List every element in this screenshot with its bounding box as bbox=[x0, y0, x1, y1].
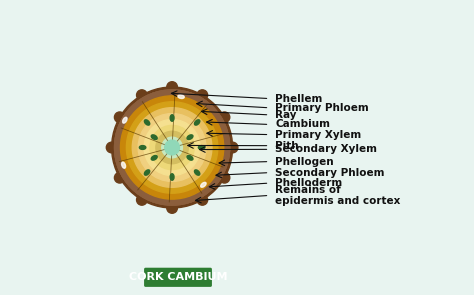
Text: Ray: Ray bbox=[275, 110, 297, 120]
Ellipse shape bbox=[145, 120, 150, 125]
Text: Phelloderm: Phelloderm bbox=[275, 178, 343, 188]
Circle shape bbox=[144, 119, 200, 176]
Circle shape bbox=[127, 102, 218, 193]
Ellipse shape bbox=[122, 162, 126, 168]
Circle shape bbox=[219, 112, 230, 123]
Circle shape bbox=[150, 125, 194, 170]
Ellipse shape bbox=[151, 155, 157, 160]
Ellipse shape bbox=[151, 135, 157, 140]
Circle shape bbox=[120, 96, 224, 199]
Circle shape bbox=[197, 90, 208, 100]
Text: Secondary Phloem: Secondary Phloem bbox=[275, 168, 385, 178]
Text: Cambium: Cambium bbox=[275, 119, 330, 130]
Ellipse shape bbox=[187, 155, 193, 160]
Circle shape bbox=[132, 108, 212, 187]
Circle shape bbox=[167, 142, 177, 153]
Circle shape bbox=[115, 90, 229, 205]
Text: Remains of
epidermis and cortex: Remains of epidermis and cortex bbox=[275, 185, 401, 206]
Ellipse shape bbox=[170, 115, 174, 121]
Ellipse shape bbox=[145, 170, 150, 175]
Circle shape bbox=[227, 142, 238, 153]
Text: CORK CAMBIUM: CORK CAMBIUM bbox=[129, 272, 227, 282]
Circle shape bbox=[219, 172, 230, 183]
Circle shape bbox=[138, 114, 206, 181]
Ellipse shape bbox=[194, 170, 200, 175]
Circle shape bbox=[127, 102, 218, 193]
Circle shape bbox=[114, 112, 125, 123]
Circle shape bbox=[114, 172, 125, 183]
Circle shape bbox=[162, 137, 182, 158]
Text: Phellogen: Phellogen bbox=[275, 157, 334, 167]
Text: Primary Phloem: Primary Phloem bbox=[275, 103, 369, 113]
Ellipse shape bbox=[187, 135, 193, 140]
Circle shape bbox=[197, 195, 208, 205]
Ellipse shape bbox=[178, 95, 184, 99]
Text: Phellem: Phellem bbox=[275, 94, 323, 104]
Text: Primary Xylem: Primary Xylem bbox=[275, 130, 362, 140]
Circle shape bbox=[144, 119, 200, 176]
Ellipse shape bbox=[198, 145, 205, 149]
Circle shape bbox=[137, 90, 147, 100]
Circle shape bbox=[137, 195, 147, 205]
Circle shape bbox=[156, 131, 188, 164]
Circle shape bbox=[167, 203, 177, 213]
FancyBboxPatch shape bbox=[144, 268, 212, 287]
Ellipse shape bbox=[194, 120, 200, 125]
Circle shape bbox=[115, 90, 229, 205]
Circle shape bbox=[115, 90, 229, 205]
Circle shape bbox=[167, 82, 177, 92]
Circle shape bbox=[167, 142, 177, 153]
Circle shape bbox=[162, 137, 182, 158]
Ellipse shape bbox=[123, 117, 127, 123]
Circle shape bbox=[120, 96, 224, 199]
Ellipse shape bbox=[170, 174, 174, 180]
Circle shape bbox=[165, 140, 180, 155]
Circle shape bbox=[111, 87, 233, 208]
Text: Pith: Pith bbox=[275, 141, 299, 151]
Ellipse shape bbox=[201, 182, 206, 187]
Text: Secondary Xylem: Secondary Xylem bbox=[275, 144, 377, 154]
Ellipse shape bbox=[139, 145, 146, 149]
Circle shape bbox=[150, 125, 194, 170]
Circle shape bbox=[106, 142, 117, 153]
Circle shape bbox=[138, 114, 206, 181]
Circle shape bbox=[132, 108, 212, 187]
Circle shape bbox=[156, 131, 188, 164]
